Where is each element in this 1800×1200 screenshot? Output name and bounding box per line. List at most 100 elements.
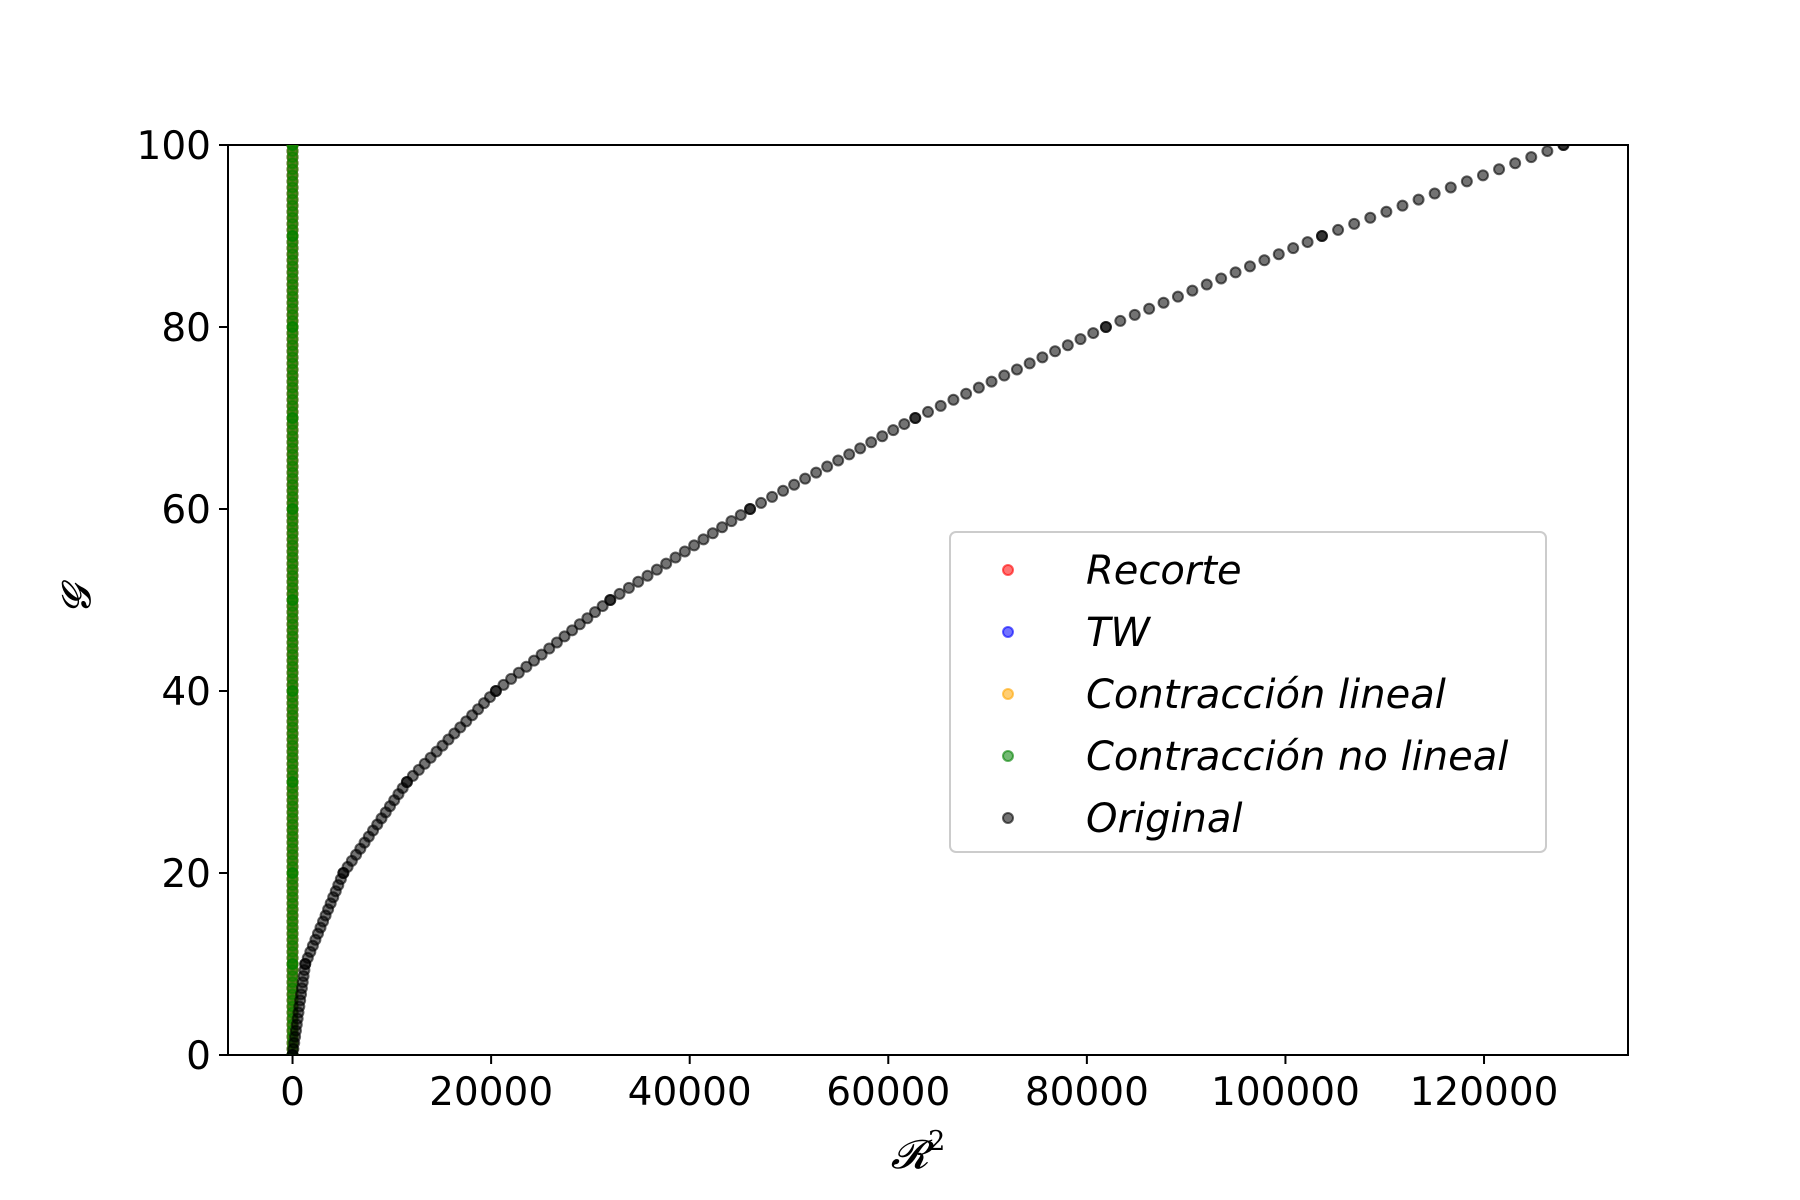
series-marker [550, 636, 563, 649]
legend-label: Original [1086, 796, 1243, 842]
series-marker [960, 387, 973, 400]
series-marker [1444, 181, 1457, 194]
series-marker [1215, 272, 1228, 285]
series-layer [286, 145, 1570, 1055]
series-marker [1049, 345, 1062, 358]
series-marker [1348, 217, 1361, 230]
series-marker [887, 424, 900, 437]
series-marker [1143, 302, 1156, 315]
series-marker [810, 466, 823, 479]
y-tick-label: 80 [161, 306, 211, 351]
series-marker [1099, 321, 1112, 333]
series-marker [777, 484, 790, 497]
series-marker [1428, 187, 1441, 200]
series-marker [581, 612, 594, 625]
x-tick-label: 100000 [1211, 1070, 1360, 1115]
series-marker [734, 509, 747, 522]
x-axis-label: 𝓡2 [891, 1126, 946, 1178]
series-marker [922, 405, 934, 418]
series-marker [1541, 145, 1554, 158]
legend-label: TW [1086, 610, 1151, 656]
y-tick-label: 20 [161, 852, 211, 897]
series-marker [613, 587, 626, 600]
series-marker [1287, 242, 1300, 255]
series-marker [1114, 314, 1127, 327]
series-marker [1476, 169, 1489, 182]
series-marker [497, 678, 510, 691]
series-marker [716, 521, 729, 534]
series-marker [1036, 351, 1049, 364]
series-marker [972, 381, 985, 394]
series-marker [543, 642, 556, 655]
series-marker [566, 624, 579, 637]
series-marker [947, 393, 960, 406]
series-original [286, 145, 1570, 1055]
series-marker [573, 618, 586, 631]
series-marker [632, 575, 645, 588]
series-marker [1332, 223, 1345, 236]
x-axis: 0 20000 40000 60000 80000 100000 120000 [280, 1055, 1558, 1115]
series-marker [1412, 193, 1425, 206]
x-tick-label: 40000 [628, 1070, 752, 1115]
series-marker [909, 412, 922, 424]
x-tick-label: 80000 [1025, 1070, 1149, 1115]
series-marker [1258, 254, 1271, 267]
series-marker [688, 539, 701, 552]
series-marker [1010, 363, 1023, 376]
series-marker [843, 448, 856, 461]
series-marker [1315, 230, 1328, 242]
series-marker [1272, 248, 1285, 261]
series-marker [512, 666, 525, 679]
series-marker [604, 594, 617, 606]
series-marker [876, 430, 889, 443]
x-tick-label: 20000 [429, 1070, 553, 1115]
legend-marker [1002, 812, 1014, 824]
legend: Recorte TW Contracción lineal Contracción n… [949, 531, 1547, 853]
series-marker [650, 563, 663, 576]
legend-box [949, 531, 1547, 853]
series-marker [558, 630, 571, 643]
legend-marker [1002, 626, 1014, 638]
legend-marker [1002, 750, 1014, 762]
series-marker [998, 369, 1011, 382]
series-marker [1087, 327, 1100, 340]
y-tick-label: 40 [161, 670, 211, 715]
y-tick-label: 60 [161, 488, 211, 533]
x-tick-label: 0 [280, 1070, 305, 1115]
series-marker [821, 460, 834, 473]
series-marker [1364, 211, 1377, 224]
series-marker [286, 145, 299, 151]
series-marker [596, 600, 609, 613]
series-marker [1023, 357, 1036, 370]
series-marker [799, 472, 812, 485]
series-marker [706, 527, 719, 540]
series-marker [1229, 266, 1242, 279]
series-marker [520, 660, 533, 673]
series-marker [1200, 278, 1213, 291]
series-marker [985, 375, 998, 388]
series-marker [528, 654, 541, 667]
plot-area [227, 144, 1629, 1056]
x-axis-label-text: 𝓡 [891, 1132, 935, 1178]
series-marker [1380, 205, 1393, 218]
series-marker [1243, 260, 1256, 273]
series-marker [1186, 284, 1199, 297]
series-marker [1493, 163, 1506, 176]
y-axis: 0 20 40 60 80 100 [137, 124, 228, 1079]
series-marker [1509, 157, 1522, 170]
y-tick-label: 100 [137, 124, 211, 169]
y-tick-label: 0 [186, 1034, 211, 1079]
series-marker [505, 672, 518, 685]
series-marker [934, 399, 947, 412]
x-tick-label: 60000 [826, 1070, 950, 1115]
series-marker [788, 478, 801, 491]
legend-marker [1002, 688, 1014, 700]
series-marker [1301, 236, 1314, 249]
series-marker [489, 685, 502, 697]
series-marker [1061, 339, 1074, 352]
axes-frame [227, 144, 1629, 1056]
series-marker [744, 503, 757, 515]
series-marker [1460, 175, 1473, 188]
series-marker [725, 515, 738, 528]
